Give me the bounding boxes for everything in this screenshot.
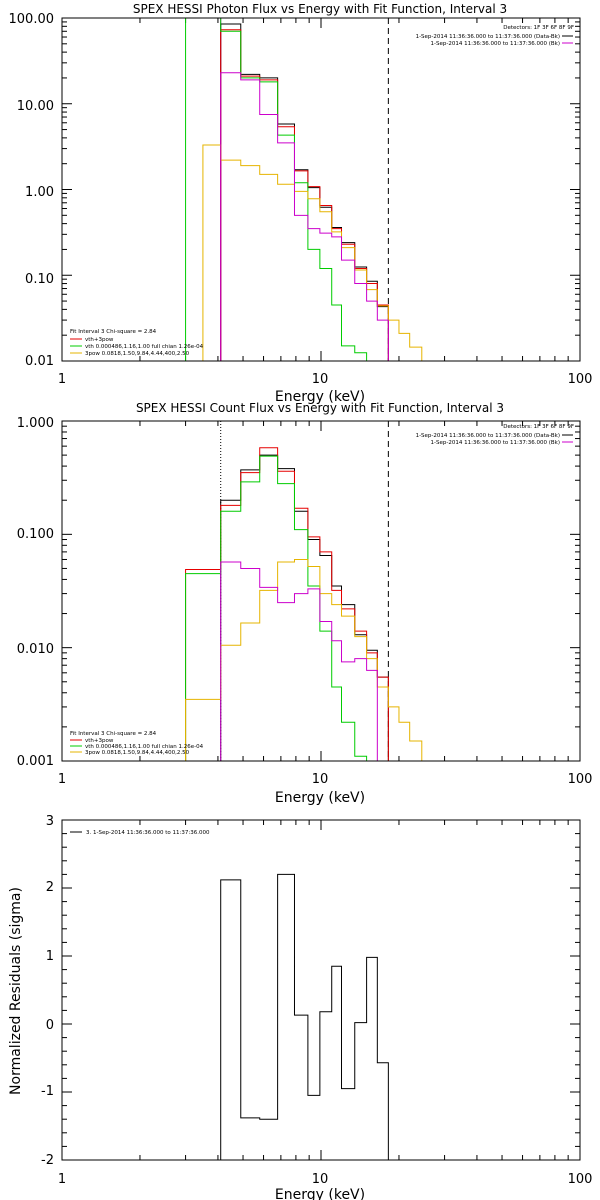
series-3pow-line: [185, 558, 434, 761]
plot-frame: [61, 17, 581, 362]
panel2-legend-label: 1-Sep-2014 11:36:36.000 to 11:37:36.000 …: [416, 433, 560, 439]
panel1-legend-label: 1-Sep-2014 11:36:36.000 to 11:37:36.000 …: [431, 41, 561, 47]
panel-residuals: -2 -1 0 1 2 3 1 10 100 Energy (keV) Norm…: [8, 814, 592, 1200]
panel2-legend-header: Fit Interval 3 Chi-square = 2.84: [70, 731, 157, 737]
panel3-ytick-label: 0: [46, 1018, 54, 1033]
panel2-legend-label: 1-Sep-2014 11:36:36.000 to 11:37:36.000 …: [431, 440, 561, 446]
series-residuals-line: [220, 873, 389, 1160]
panel2-legend-header: Detectors: 1F 3F 6F 8F 9F: [503, 424, 574, 430]
panel1-xaxis-label: Energy (keV): [275, 389, 365, 405]
panel3-xtick-label: 10: [312, 1172, 329, 1187]
panel1-legend-header: Fit Interval 3 Chi-square = 2.84: [70, 329, 157, 335]
plot-frame: [61, 420, 581, 762]
panel1-xtick-label: 1: [58, 372, 66, 387]
panel3-xtick-label: 1: [58, 1172, 66, 1187]
panel2-xtick-label: 100: [568, 772, 593, 787]
panel3-ytick-label: 1: [46, 949, 54, 964]
panel1-xtick-label: 10: [312, 372, 329, 387]
panel1-legend-bottom-left: Fit Interval 3 Chi-square = 2.84 vth+3po…: [70, 329, 204, 357]
panel3-xtick-label: 100: [568, 1172, 593, 1187]
panel1-xtick-label: 100: [568, 372, 593, 387]
panel2-legend-top-right: Detectors: 1F 3F 6F 8F 9F 1-Sep-2014 11:…: [416, 424, 574, 446]
panel2-ytick-label: 0.001: [17, 754, 54, 769]
panel2-ytick-label: 0.100: [17, 527, 54, 542]
axis-ticks: [61, 421, 580, 762]
panel1-legend-header: Detectors: 1F 3F 6F 8F 9F: [503, 25, 574, 31]
panel1-legend-label: vth+3pow: [85, 337, 114, 343]
panel1-legend-label: vth 0.000486,1.16,1.00 full chian 1.26e-…: [85, 344, 204, 350]
panel2-xaxis-label: Energy (keV): [275, 790, 365, 806]
panel2-ytick-label: 1.000: [17, 416, 54, 431]
panel1-title: SPEX HESSI Photon Flux vs Energy with Fi…: [133, 2, 507, 16]
series-group: [220, 873, 389, 1160]
panel2-plot-area: [61, 420, 581, 762]
panel3-ytick-label: 3: [46, 814, 54, 829]
series-group: [185, 18, 434, 361]
panel1-ytick-label: 0.10: [25, 272, 54, 287]
panel1-ytick-label: 1.00: [25, 185, 54, 200]
series-bk-line: [220, 72, 389, 361]
series-bk-line: [220, 561, 378, 761]
panel3-plot-area: [61, 819, 581, 1161]
panel3-xaxis-label: Energy (keV): [275, 1187, 365, 1200]
plot-frame: [61, 819, 581, 1161]
axis-ticks: [61, 819, 580, 1161]
panel1-legend-top-right: Detectors: 1F 3F 6F 8F 9F 1-Sep-2014 11:…: [416, 25, 574, 47]
panel2-legend-label: vth+3pow: [85, 738, 114, 744]
series-data-bk-line: [220, 454, 389, 761]
panel2-title: SPEX HESSI Count Flux vs Energy with Fit…: [136, 401, 504, 415]
panel-photon-flux: SPEX HESSI Photon Flux vs Energy with Fi…: [9, 2, 593, 405]
panel2-ytick-label: 0.010: [17, 642, 54, 657]
panel1-legend-label: 3pow 0.0818,1.50,9.84,4.44,400,2.50: [85, 351, 190, 357]
series-vth-line: [185, 455, 368, 761]
panel1-ytick-label: 0.01: [25, 354, 54, 369]
panel3-legend-label: 3. 1-Sep-2014 11:36:36.000 to 11:37:36.0…: [86, 830, 210, 836]
panel3-legend: 3. 1-Sep-2014 11:36:36.000 to 11:37:36.0…: [70, 830, 210, 836]
panel3-ytick-label: -1: [41, 1084, 54, 1099]
panel3-yaxis-label: Normalized Residuals (sigma): [8, 887, 24, 1095]
panel2-xtick-label: 1: [58, 772, 66, 787]
axis-ticks: [61, 18, 580, 362]
panel2-legend-label: vth 0.000486,1.16,1.00 full chian 1.26e-…: [85, 744, 204, 750]
series-3pow-line: [202, 144, 434, 361]
panel1-plot-area: [61, 17, 581, 362]
panel-count-flux: SPEX HESSI Count Flux vs Energy with Fit…: [17, 401, 593, 806]
panel1-legend-label: 1-Sep-2014 11:36:36.000 to 11:37:36.000 …: [416, 34, 560, 40]
series-vth-3pow-line: [185, 447, 389, 761]
panel3-ytick-label: 2: [46, 880, 54, 895]
series-data-bk-line: [220, 23, 389, 361]
panel3-ytick-label: -2: [41, 1153, 54, 1168]
panel2-legend-bottom-left: Fit Interval 3 Chi-square = 2.84 vth+3po…: [70, 731, 204, 756]
series-vth-line: [185, 18, 378, 361]
panel2-xtick-label: 10: [312, 772, 329, 787]
panel2-legend-label: 3pow 0.0818,1.50,9.84,4.44,400,2.50: [85, 750, 190, 756]
panel1-ytick-label: 10.00: [17, 99, 54, 114]
panel1-ytick-label: 100.00: [9, 12, 55, 27]
series-group: [185, 421, 434, 761]
